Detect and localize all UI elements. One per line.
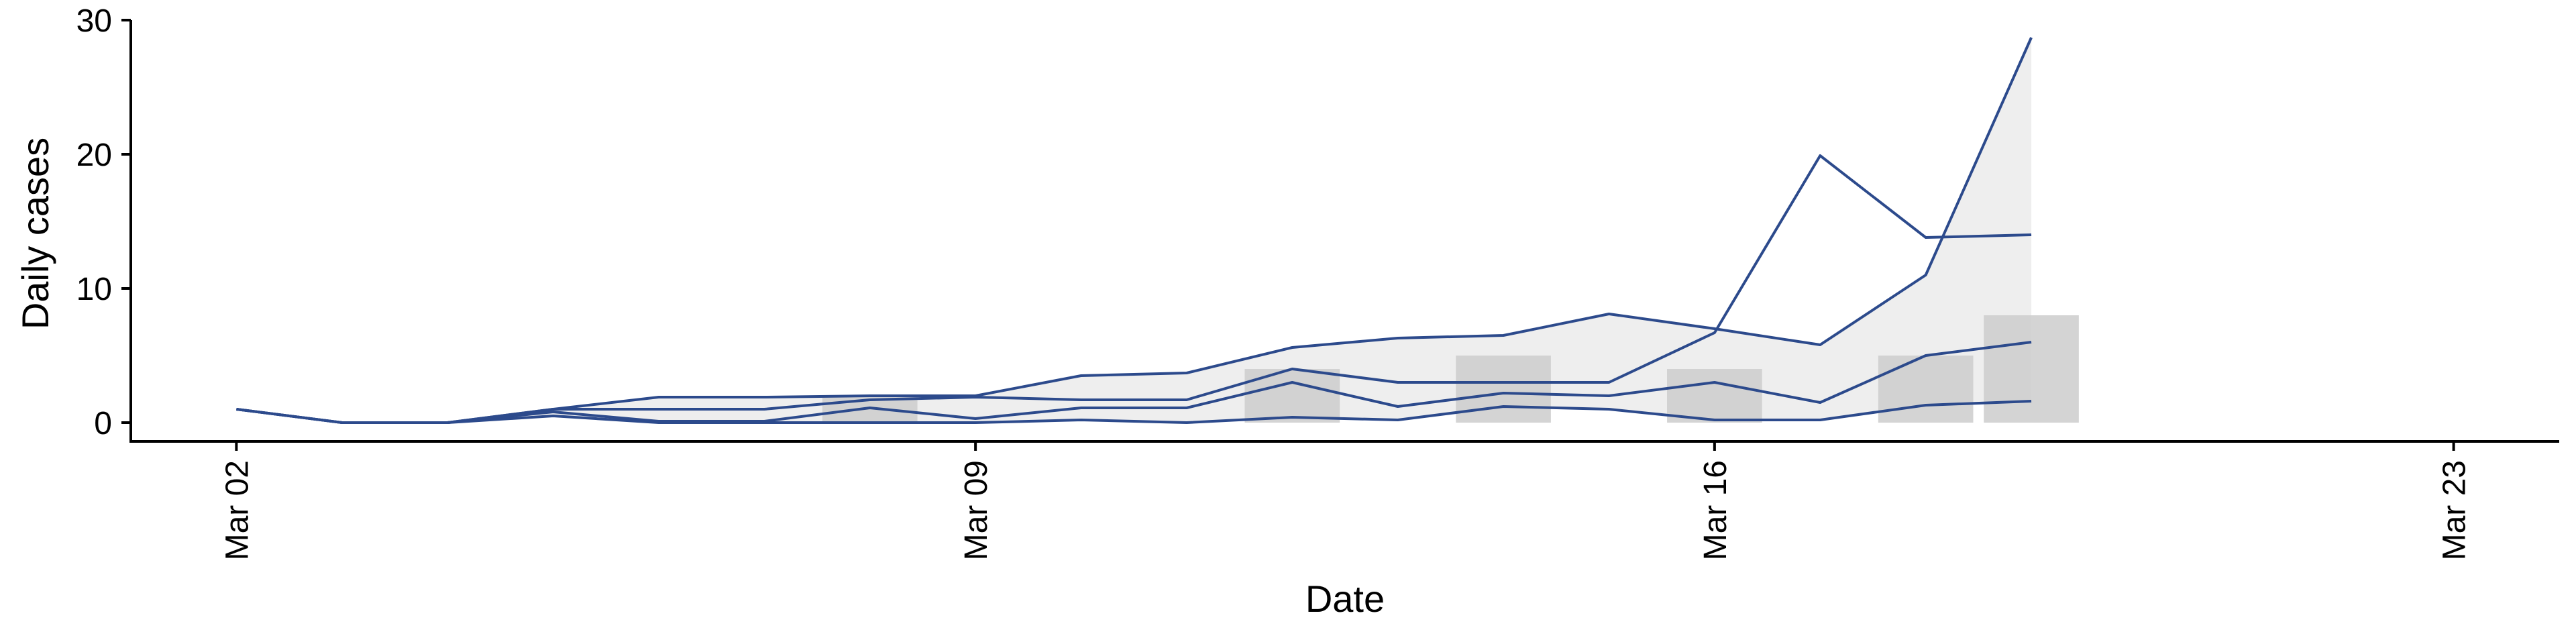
line-layer <box>236 37 2033 424</box>
series-line-4 <box>236 400 2032 424</box>
bar <box>1667 369 1762 423</box>
y-tick-label: 30 <box>76 3 112 39</box>
x-ticks: Mar 02 Mar 09 Mar 16 Mar 23 <box>219 441 2473 560</box>
y-axis-title: Daily cases <box>14 138 56 329</box>
axes <box>129 20 2559 443</box>
bar-layer <box>822 315 2079 423</box>
bar <box>1878 356 1974 423</box>
series-line-3 <box>236 341 2032 424</box>
y-tick-label: 10 <box>76 272 112 307</box>
bar <box>1984 315 2079 423</box>
series-line-2 <box>236 154 2032 424</box>
y-ticks: 0 10 20 30 <box>76 3 131 441</box>
x-axis-title: Date <box>1305 578 1385 620</box>
bar <box>1244 369 1340 423</box>
y-tick-label: 20 <box>76 138 112 173</box>
x-tick-label: Mar 23 <box>2437 460 2473 560</box>
x-tick-label: Mar 09 <box>959 460 994 560</box>
bar <box>1456 356 1551 423</box>
uncertainty-band <box>236 38 2032 423</box>
band-area <box>236 38 2032 423</box>
y-tick-label: 0 <box>94 406 112 441</box>
x-tick-label: Mar 02 <box>219 460 255 560</box>
x-tick-label: Mar 16 <box>1698 460 1733 560</box>
